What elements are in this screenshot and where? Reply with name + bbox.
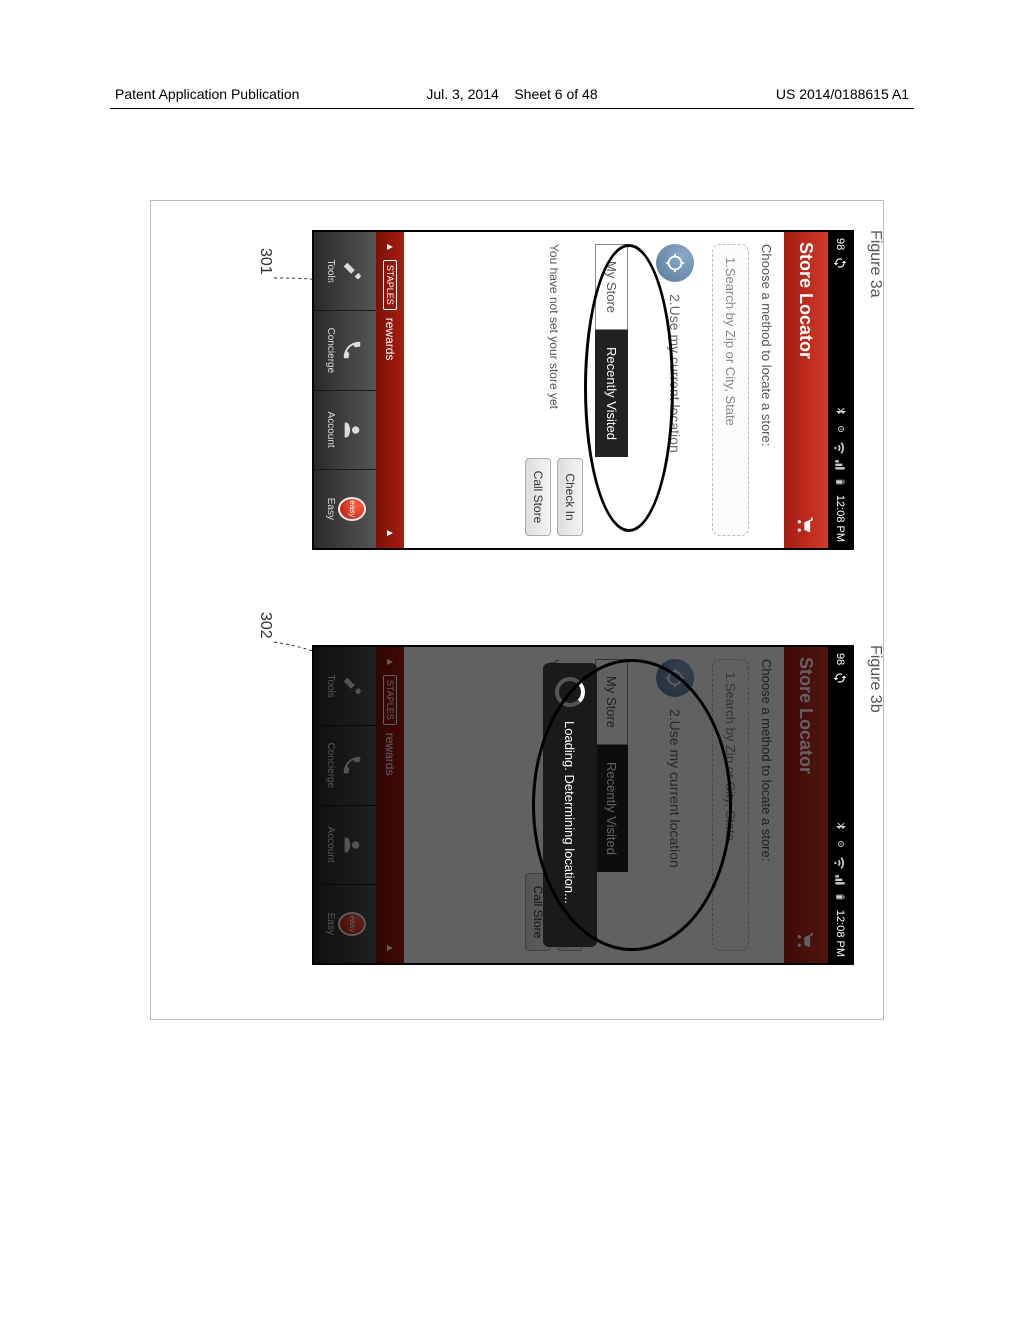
header-sheet: Sheet 6 of 48 bbox=[514, 86, 597, 102]
status-bar: 98 bbox=[828, 232, 852, 548]
cart-icon[interactable] bbox=[796, 929, 816, 953]
signal-icon bbox=[833, 874, 847, 888]
header-pubno: US 2014/0188615 A1 bbox=[776, 86, 909, 102]
figure-3b-label: Figure 3b bbox=[866, 645, 884, 713]
phone-figure-3b: 98 12:08 PM Store Locator bbox=[312, 645, 854, 965]
nav-account[interactable]: Account bbox=[314, 806, 376, 885]
phone-icon bbox=[341, 338, 365, 362]
tools-icon bbox=[341, 259, 365, 283]
figures-frame: Figure 3a Figure 3b 98 bbox=[150, 200, 884, 1020]
phone-figure-3a: 98 bbox=[312, 230, 854, 550]
app-title: Store Locator bbox=[796, 242, 817, 514]
app-title: Store Locator bbox=[796, 657, 817, 929]
easy-button-icon: easy bbox=[341, 912, 365, 936]
sync-icon bbox=[833, 671, 847, 685]
bluetooth-icon bbox=[833, 820, 847, 834]
check-in-button[interactable]: Check In bbox=[557, 458, 583, 536]
figure-3a-label: Figure 3a bbox=[866, 230, 884, 298]
nav-account[interactable]: Account bbox=[314, 391, 376, 470]
rewards-bar[interactable]: ▲ STAPLES rewards ▲ bbox=[376, 232, 404, 548]
callout-302: 302 bbox=[256, 612, 274, 639]
rewards-label: rewards bbox=[383, 318, 397, 361]
expand-up-icon-right: ▲ bbox=[385, 528, 396, 538]
sync-icon bbox=[833, 256, 847, 270]
staples-logo: STAPLES bbox=[383, 260, 397, 310]
expand-up-icon-right: ▲ bbox=[385, 943, 396, 953]
tools-icon bbox=[341, 674, 365, 698]
choose-method-label: Choose a method to locate a store: bbox=[759, 659, 774, 951]
nav-account-label: Account bbox=[326, 827, 337, 863]
gps-icon bbox=[833, 423, 847, 437]
tab-my-store[interactable]: My Store bbox=[595, 659, 628, 745]
nav-concierge-label: Concierge bbox=[326, 328, 337, 374]
battery-icon bbox=[833, 892, 847, 906]
person-icon bbox=[341, 833, 365, 857]
cart-icon[interactable] bbox=[796, 514, 816, 538]
status-number: 98 bbox=[834, 653, 846, 665]
nav-concierge-label: Concierge bbox=[326, 743, 337, 789]
callout-301: 301 bbox=[256, 248, 274, 275]
status-time: 12:08 PM bbox=[834, 910, 846, 957]
nav-concierge[interactable]: Concierge bbox=[314, 726, 376, 805]
rewards-bar[interactable]: ▲ STAPLES rewards ▲ bbox=[376, 647, 404, 963]
bluetooth-icon bbox=[833, 405, 847, 419]
nav-easy-label: Easy bbox=[326, 913, 337, 935]
signal-icon bbox=[833, 459, 847, 473]
status-bar: 98 12:08 PM bbox=[828, 647, 852, 963]
choose-method-label: Choose a method to locate a store: bbox=[759, 244, 774, 536]
screen-body: Choose a method to locate a store: 1.Sea… bbox=[404, 232, 784, 548]
header-rule bbox=[110, 108, 914, 109]
gps-icon bbox=[833, 838, 847, 852]
use-location-label: 2.Use my current location bbox=[667, 294, 683, 536]
spinner-icon bbox=[555, 677, 585, 707]
staples-logo: STAPLES bbox=[383, 675, 397, 725]
loading-toast: Loading. Determining location... bbox=[543, 663, 597, 947]
easy-button-icon: easy bbox=[341, 497, 365, 521]
nav-easy[interactable]: easy Easy bbox=[314, 885, 376, 963]
use-location-label: 2.Use my current location bbox=[667, 709, 683, 951]
loading-text: Loading. Determining location... bbox=[563, 721, 578, 904]
battery-icon bbox=[833, 477, 847, 491]
person-icon bbox=[341, 418, 365, 442]
search-zip-input[interactable]: 1.Search by Zip or City, State bbox=[712, 244, 749, 536]
status-time: 12:08 PM bbox=[834, 495, 846, 542]
tab-my-store[interactable]: My Store bbox=[595, 244, 628, 330]
use-location-row[interactable]: 2.Use my current location bbox=[656, 244, 694, 536]
rewards-label: rewards bbox=[383, 733, 397, 776]
app-bar: Store Locator bbox=[784, 647, 828, 963]
search-zip-input[interactable]: 1.Search by Zip or City, State bbox=[712, 659, 749, 951]
call-store-button[interactable]: Call Store bbox=[525, 458, 551, 536]
header-date: Jul. 3, 2014 bbox=[426, 86, 498, 102]
tab-recently-visited[interactable]: Recently Visited bbox=[595, 745, 628, 872]
nav-easy[interactable]: easy Easy bbox=[314, 470, 376, 548]
expand-up-icon: ▲ bbox=[385, 242, 396, 252]
expand-up-icon: ▲ bbox=[385, 657, 396, 667]
use-location-row[interactable]: 2.Use my current location bbox=[656, 659, 694, 951]
status-number: 98 bbox=[834, 238, 846, 250]
wifi-icon bbox=[833, 441, 847, 455]
crosshair-icon bbox=[656, 659, 694, 697]
tab-recently-visited[interactable]: Recently Visited bbox=[595, 330, 628, 457]
crosshair-icon bbox=[656, 244, 694, 282]
nav-account-label: Account bbox=[326, 412, 337, 448]
app-bar: Store Locator bbox=[784, 232, 828, 548]
no-store-set-label: You have not set your store yet bbox=[547, 244, 561, 450]
store-tabs: My Store Recently Visited bbox=[595, 244, 628, 536]
phone-icon bbox=[341, 753, 365, 777]
store-tabs: My Store Recently Visited bbox=[595, 659, 628, 951]
nav-easy-label: Easy bbox=[326, 498, 337, 520]
wifi-icon bbox=[833, 856, 847, 870]
